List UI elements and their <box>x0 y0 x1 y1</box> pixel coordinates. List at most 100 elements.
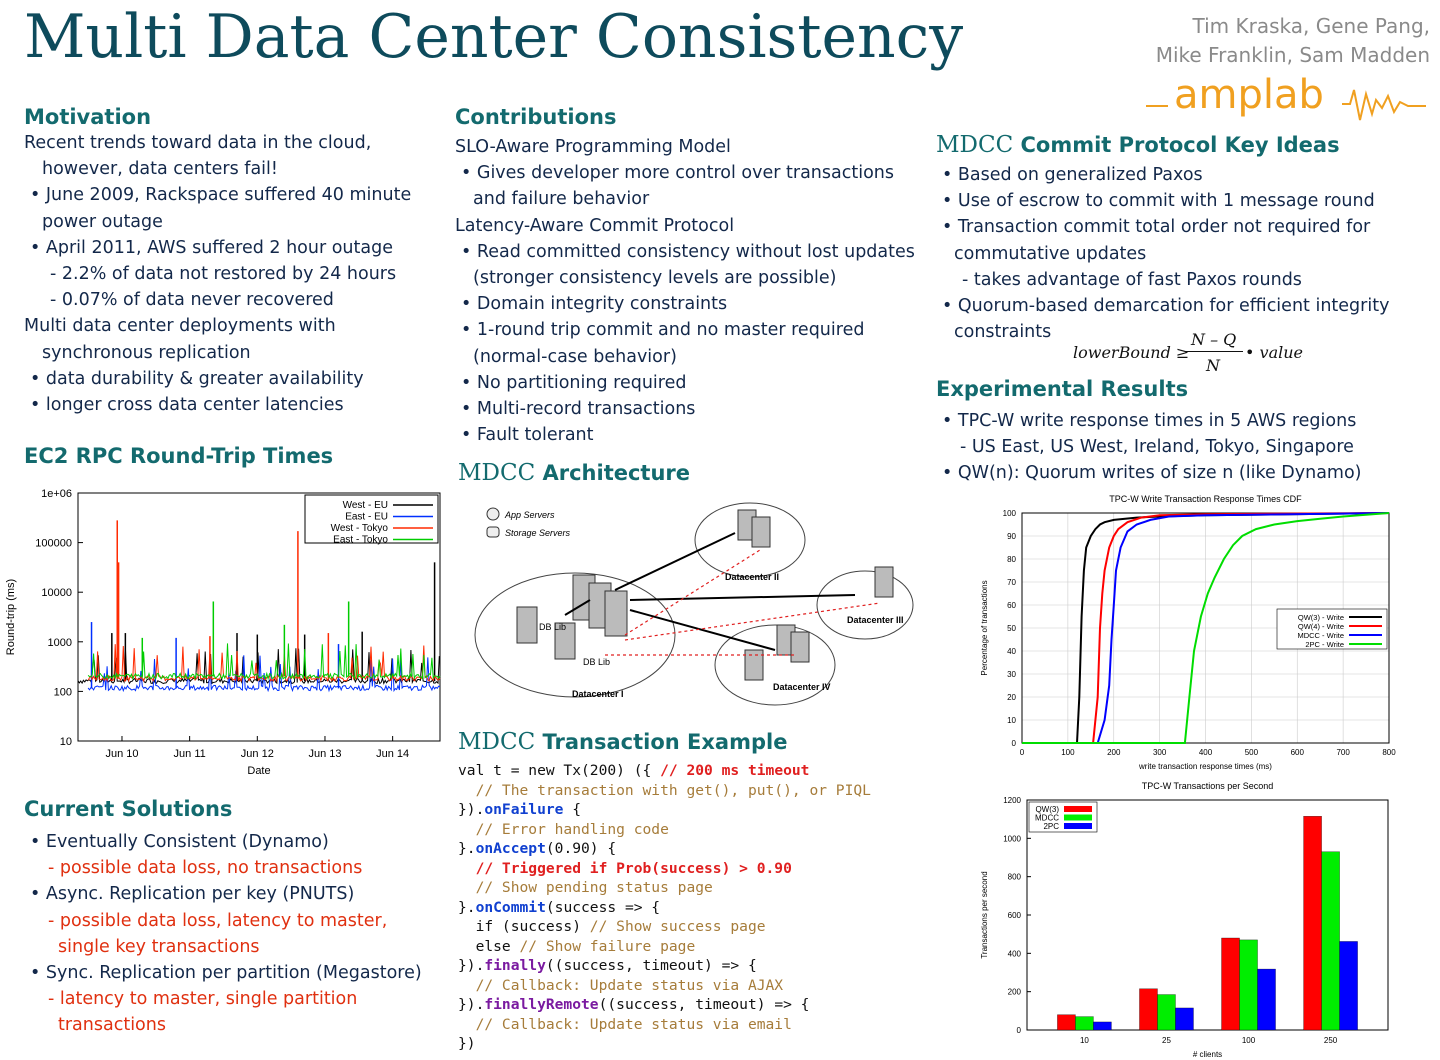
motivation-line: • longer cross data center latencies <box>30 395 344 416</box>
db-lib-label: DB Lib <box>583 657 610 667</box>
ec2-rtt-chart: 10 100 1000 10000 100000 1e+06 Jun 10 Jun 11 Jun… <box>5 488 441 777</box>
y-tick-label: 20 <box>1007 693 1016 702</box>
motivation-line: Recent trends toward data in the cloud, <box>24 133 372 153</box>
x-axis-label: Date <box>247 765 270 777</box>
cdf-chart: TPC-W Write Transaction Response Times C… <box>980 494 1396 771</box>
current-solution-line: - latency to master, single partition <box>48 989 358 1010</box>
motivation-line: • data durability & greater availability <box>30 368 364 389</box>
code-token: onFailure <box>484 801 564 818</box>
current-solution-line: - possible data loss, no transactions <box>48 858 363 879</box>
legend-box <box>304 494 439 544</box>
architecture-heading-text: Architecture <box>542 461 691 485</box>
server-stack <box>516 509 894 681</box>
x-tick-label: Jun 12 <box>241 748 274 760</box>
motivation-line: - 2.2% of data not restored by 24 hours <box>50 264 397 285</box>
contrib-line: • Multi-record transactions <box>461 399 696 420</box>
y-tick-label: 0 <box>1012 739 1017 748</box>
motivation-line: however, data centers fail! <box>42 159 278 180</box>
code-token: }. <box>458 898 476 916</box>
series-line <box>1022 512 1390 744</box>
code-line: }) <box>458 1034 871 1054</box>
results-line: • QW(n): Quorum writes of size n (like D… <box>942 463 1362 484</box>
commit-paths <box>605 549 881 656</box>
code-example: val t = new Tx(200) ({ // 200 ms timeout… <box>458 761 871 1054</box>
amplab-logo: amplab <box>1146 72 1426 132</box>
code-token: ((success, timeout) => { <box>545 957 757 974</box>
contributions-heading: Contributions <box>455 105 617 129</box>
code-token: }. <box>458 840 476 857</box>
contrib-line: • Gives developer more control over tran… <box>461 163 894 184</box>
y-tick-label: 70 <box>1007 578 1016 587</box>
legend-label: QW(3) - Write <box>1298 613 1344 622</box>
authors: Tim Kraska, Gene Pang, Mike Franklin, Sa… <box>1156 12 1430 70</box>
legend-box <box>1276 608 1388 650</box>
y-tick-label: 50 <box>1007 624 1016 633</box>
legend-swatch <box>1064 806 1092 812</box>
current-solution-line: transactions <box>58 1015 166 1036</box>
mdcc-wordmark: MDCC <box>936 132 1014 158</box>
code-token: onAccept <box>475 840 546 857</box>
y-tick-label: 100000 <box>35 538 72 550</box>
bar <box>1093 1021 1112 1031</box>
datacenter-4-label: Datacenter IV <box>773 682 831 692</box>
x-tick-label: 0 <box>1020 748 1025 757</box>
motivation-line: - 0.07% of data never recovered <box>50 290 334 311</box>
y-tick-label: 90 <box>1007 532 1016 541</box>
legend-swatch <box>1064 814 1092 821</box>
motivation-line: • June 2009, Rackspace suffered 40 minut… <box>30 185 412 206</box>
code-token: // Callback: Update status via email <box>458 1015 792 1033</box>
contrib-line: • Fault tolerant <box>461 425 594 446</box>
formula-denominator: N <box>1206 356 1220 375</box>
motivation-line: • April 2011, AWS suffered 2 hour outage <box>30 237 393 258</box>
formula-numerator: N – Q <box>1191 330 1237 349</box>
key-idea-line: - takes advantage of fast Paxos rounds <box>962 269 1302 290</box>
motivation-line: synchronous replication <box>42 342 251 363</box>
bar <box>1157 994 1176 1031</box>
code-token: }). <box>458 801 485 818</box>
chart-title: TPC-W Write Transaction Response Times C… <box>1109 494 1302 504</box>
code-line: // Callback: Update status via AJAX <box>458 976 871 996</box>
series-line <box>1022 512 1390 744</box>
txn-heading-text: Transaction Example <box>542 730 788 754</box>
code-token: // Callback: Update status via AJAX <box>458 976 784 994</box>
current-solutions-list: • Eventually Consistent (Dynamo) - possib… <box>24 829 422 1039</box>
code-token: val t = new Tx(200) ({ <box>458 762 661 779</box>
x-tick-label: 600 <box>1291 748 1305 757</box>
code-token: finallyRemote <box>484 996 599 1013</box>
authors-line-2: Mike Franklin, Sam Madden <box>1155 43 1430 67</box>
code-token: // The transaction with get(), put(), or… <box>458 781 871 799</box>
series-line <box>87 655 441 693</box>
code-line: // The transaction with get(), put(), or… <box>458 781 871 801</box>
series-line <box>87 644 441 683</box>
code-line: }).finally((success, timeout) => { <box>458 956 871 976</box>
logo-wordmark: amplab <box>1174 72 1324 118</box>
replication-arrows <box>564 532 856 651</box>
current-solution-line: • Sync. Replication per partition (Megas… <box>30 963 422 984</box>
architecture-heading: MDCC Architecture <box>458 460 690 486</box>
code-token: // Error handling code <box>458 820 669 838</box>
y-tick-label: 600 <box>1008 911 1022 920</box>
y-tick-label: 10 <box>1007 716 1016 725</box>
motivation-line: power outage <box>42 211 163 232</box>
code-token: }) <box>458 1035 476 1052</box>
code-line: if (success) // Show success page <box>458 917 871 937</box>
code-line: }).finallyRemote((success, timeout) => { <box>458 995 871 1015</box>
code-token: if (success) <box>458 918 590 935</box>
legend-label: QW(3) <box>1035 805 1059 814</box>
x-tick-label: 100 <box>1242 1036 1256 1045</box>
legend-app-servers: App Servers <box>504 510 555 520</box>
code-token: onCommit <box>475 898 546 916</box>
y-tick-label: 1000 <box>48 637 72 649</box>
y-tick-label: 100 <box>54 686 72 698</box>
y-tick-label: 60 <box>1007 601 1016 610</box>
code-line: }.onCommit(success => { <box>458 898 871 918</box>
code-line: // Show pending status page <box>458 878 871 898</box>
code-token: // Show pending status page <box>458 879 713 896</box>
key-idea-line: commutative updates <box>954 243 1147 264</box>
app-server-legend-icon <box>486 507 500 521</box>
y-tick-label: 100 <box>1003 509 1017 518</box>
y-tick-label: 1200 <box>1003 796 1021 805</box>
chart-title: TPC-W Transactions per Second <box>1142 781 1274 791</box>
y-tick-label: 10 <box>60 736 72 748</box>
code-token: { <box>563 801 582 818</box>
